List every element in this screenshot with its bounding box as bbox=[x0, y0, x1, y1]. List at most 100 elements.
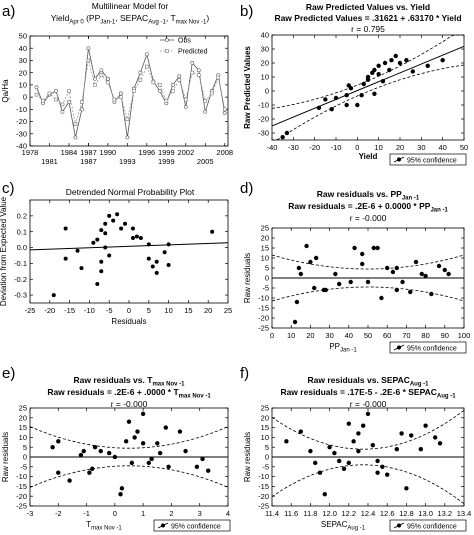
f-point-8 bbox=[337, 458, 342, 464]
b-xtick-label-0: -40 bbox=[267, 143, 278, 152]
c-point-14 bbox=[107, 213, 112, 218]
e-ytick-label-4: -5 bbox=[20, 462, 27, 471]
b-point-22 bbox=[389, 58, 394, 63]
c-point-30 bbox=[166, 262, 171, 267]
d-ytick-label-6: 5 bbox=[265, 264, 269, 273]
a-pred-point-6 bbox=[73, 122, 78, 126]
f-ytick-label-0: -25 bbox=[258, 502, 269, 511]
c-point-27 bbox=[154, 270, 159, 275]
c-point-6 bbox=[95, 237, 100, 242]
f-ytick-label-10: 25 bbox=[261, 404, 269, 413]
f-ytick-label-7: 10 bbox=[261, 433, 269, 442]
a-pred-point-21 bbox=[171, 89, 175, 93]
a-pred-point-16 bbox=[138, 78, 143, 82]
d-ytick-label-1: -20 bbox=[258, 314, 269, 323]
c-point-13 bbox=[103, 221, 108, 226]
a-panel-letter: a) bbox=[2, 3, 15, 20]
f-title: Raw residuals vs. SEPACAug -1 bbox=[307, 375, 429, 388]
c-point-5 bbox=[91, 240, 96, 245]
f-xtick-label-9: 13.2 bbox=[437, 509, 452, 518]
e-point-1 bbox=[56, 439, 61, 444]
e-ci-lower bbox=[29, 465, 229, 488]
b-point-5 bbox=[333, 95, 339, 101]
a-pred-point-2 bbox=[47, 91, 52, 96]
a-obs-point-5 bbox=[67, 100, 71, 104]
f-xlabel-main: SEPAC bbox=[321, 520, 348, 529]
a-ytick-label-0: -40 bbox=[16, 142, 27, 151]
e-point-11 bbox=[118, 492, 123, 497]
a-pred-point-4 bbox=[60, 102, 65, 107]
c-xtick-label-9: 20 bbox=[204, 306, 212, 315]
e-ytick-label-8: 15 bbox=[19, 423, 27, 432]
b-point-21 bbox=[387, 67, 392, 73]
b-ytick-label-7: 40 bbox=[261, 31, 269, 40]
c-xtick-label-8: 15 bbox=[184, 306, 192, 315]
c-point-25 bbox=[146, 256, 151, 261]
c-ytick-label-2: -0.1 bbox=[14, 259, 27, 268]
d-xtick-label-10: 100 bbox=[458, 331, 471, 340]
f-xlabel-sub: Aug -1 bbox=[347, 526, 365, 532]
c-reference-line bbox=[29, 242, 229, 251]
d-ytick-label-7: 10 bbox=[261, 254, 269, 263]
d-point-4 bbox=[304, 243, 309, 249]
a-title-part-3: Aug -1 bbox=[148, 20, 166, 26]
a-ytick-label-8: 40 bbox=[19, 44, 27, 53]
b-point-1 bbox=[284, 130, 290, 136]
a-obs-point-23 bbox=[183, 104, 188, 109]
f-point-9 bbox=[341, 466, 347, 471]
b-xtick-label-8: 40 bbox=[438, 143, 446, 152]
c-point-19 bbox=[123, 221, 128, 226]
a-xtick-label-xticks_bottom_row2: 1993 bbox=[119, 157, 136, 166]
e-xlabel: Tmax Nov -1 bbox=[86, 520, 122, 532]
e-ytick-label-5: 0 bbox=[23, 453, 27, 462]
a-xtick-label-xticks_top_row2: 1987 bbox=[80, 148, 97, 157]
f-point-10 bbox=[346, 421, 351, 426]
d-subtitle: Raw residuals = .2E-6 + 0.0000 * PPJan -… bbox=[288, 201, 448, 214]
c-point-0 bbox=[51, 293, 56, 298]
f-subtitle-main: Raw residuals = .17E-5 - .2E-6 * SEPAC bbox=[280, 387, 436, 397]
e-point-5 bbox=[87, 470, 92, 475]
a-frame bbox=[29, 35, 229, 147]
c-xtick-label-5: 0 bbox=[127, 306, 131, 315]
d-point-21 bbox=[390, 269, 396, 275]
c-xtick-label-10: 25 bbox=[224, 306, 232, 315]
b-legend-box bbox=[389, 153, 467, 166]
e-point-2 bbox=[56, 470, 61, 475]
b-point-19 bbox=[380, 79, 386, 84]
b-xtick-label-3: -10 bbox=[331, 143, 342, 152]
e-point-9 bbox=[107, 450, 112, 456]
e-point-22 bbox=[155, 441, 160, 446]
a-title-line2: YieldApr 0 (PPJan-1, SEPACAug -1, Tmax N… bbox=[51, 13, 210, 26]
d-point-11 bbox=[337, 281, 342, 287]
f-xtick-label-2: 11.8 bbox=[303, 509, 317, 518]
d-stat: r = -0.000 bbox=[350, 213, 387, 223]
b-ci-upper bbox=[271, 34, 464, 109]
b-xtick-label-4: 0 bbox=[355, 143, 359, 152]
e-point-7 bbox=[92, 445, 98, 450]
e-point-4 bbox=[81, 448, 86, 454]
d-point-31 bbox=[442, 267, 447, 273]
e-ci-upper bbox=[29, 426, 229, 449]
a-obs-point-14 bbox=[125, 135, 130, 140]
c-ytick-label-0: -0.3 bbox=[14, 291, 27, 300]
e-point-19 bbox=[140, 441, 146, 446]
a-pred-point-22 bbox=[177, 78, 182, 82]
e-point-14 bbox=[126, 419, 132, 424]
f-point-17 bbox=[370, 443, 375, 448]
c-point-32 bbox=[210, 229, 215, 234]
e-point-18 bbox=[140, 411, 146, 417]
d-point-0 bbox=[292, 319, 298, 325]
e-panel-letter: e) bbox=[2, 365, 15, 382]
b-point-28 bbox=[440, 58, 445, 63]
c-frame bbox=[29, 199, 229, 304]
c-point-2 bbox=[63, 256, 68, 261]
b-ytick-label-3: 0 bbox=[265, 87, 269, 96]
f-point-14 bbox=[356, 431, 361, 436]
a-obs-point-3 bbox=[54, 89, 58, 93]
b-point-9 bbox=[348, 86, 354, 91]
e-xlabel-sub: max Nov -1 bbox=[91, 526, 122, 532]
d-xtick-label-4: 40 bbox=[345, 331, 353, 340]
c-ytick-label-5: 0.2 bbox=[17, 211, 27, 220]
d-point-27 bbox=[419, 271, 424, 277]
